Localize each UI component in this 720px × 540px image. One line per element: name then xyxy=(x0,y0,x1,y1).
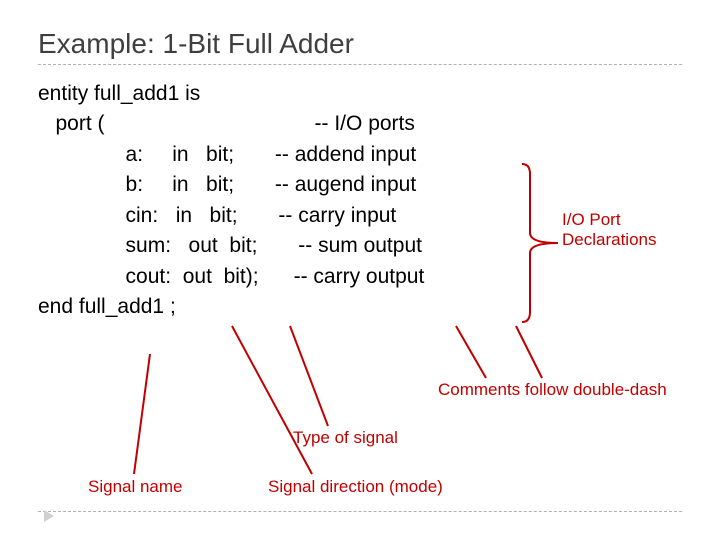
footer-bullet-icon xyxy=(44,510,54,522)
code-port-row: a: in bit; -- addend input xyxy=(38,140,682,170)
code-port-row: cout: out bit); -- carry output xyxy=(38,262,682,292)
divider-bottom xyxy=(38,511,682,512)
code-block: entity full_add1 is port (-- I/O ports a… xyxy=(38,79,682,323)
annotation-type-of-signal: Type of signal xyxy=(293,428,398,448)
annotation-signal-direction: Signal direction (mode) xyxy=(268,477,443,497)
code-port-row: b: in bit; -- augend input xyxy=(38,170,682,200)
annotation-comments-follow: Comments follow double-dash xyxy=(438,380,667,400)
divider-top xyxy=(38,64,682,65)
code-line-end: end full_add1 ; xyxy=(38,292,682,322)
code-line-port: port (-- I/O ports xyxy=(38,109,682,139)
code-line-entity: entity full_add1 is xyxy=(38,79,682,109)
slide-title: Example: 1-Bit Full Adder xyxy=(38,28,682,60)
annotation-signal-name: Signal name xyxy=(88,477,183,497)
annotation-io-port: I/O Port Declarations xyxy=(562,210,657,250)
